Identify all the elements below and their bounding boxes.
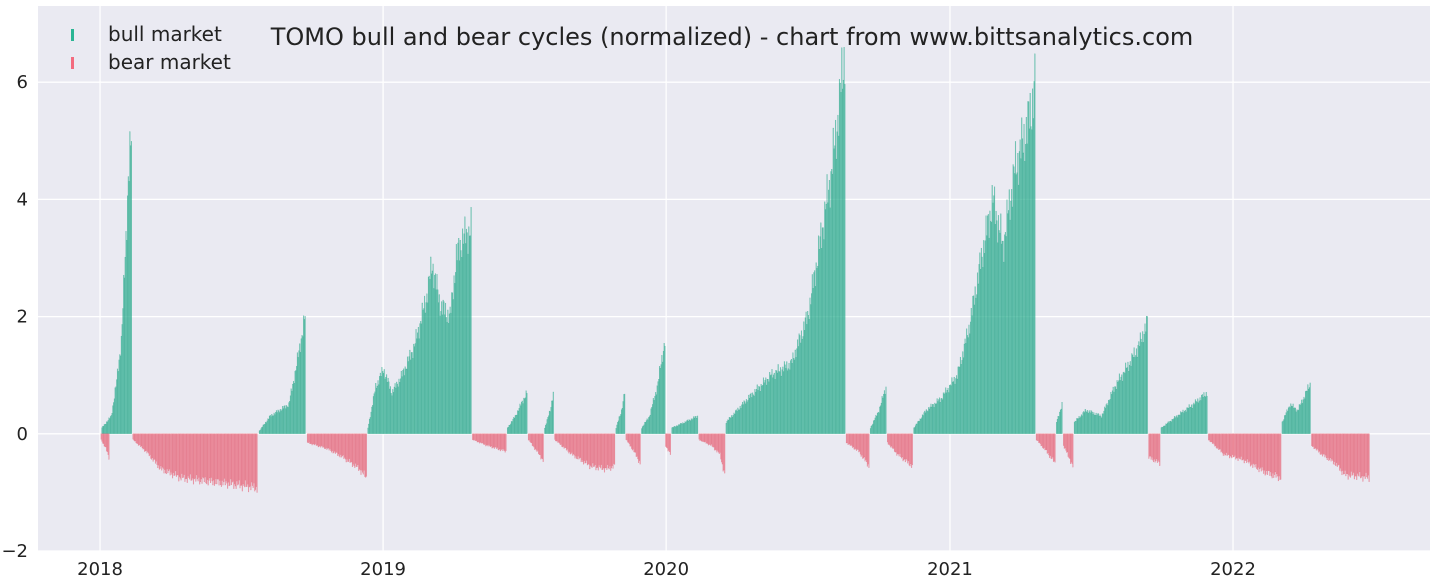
bear-bar — [1368, 433, 1370, 482]
y-tick-label: 0 — [17, 424, 28, 445]
x-tick-label: 2020 — [643, 559, 689, 580]
y-tick-label: −2 — [1, 541, 28, 562]
bear-bar — [256, 433, 258, 493]
bull-bar — [130, 141, 132, 434]
bear-bar — [1280, 433, 1282, 480]
bull-bar — [624, 393, 626, 434]
x-tick-label: 2019 — [360, 559, 406, 580]
axis-ticks: −2 0 2 4 6 2018 2019 2020 2021 2022 — [1, 72, 1255, 580]
bear-bar — [724, 433, 726, 474]
bull-bar — [664, 345, 666, 434]
bear-bar — [542, 433, 544, 462]
bull-bar — [697, 415, 699, 434]
y-tick-label: 2 — [17, 307, 28, 328]
legend-bear-marker — [71, 57, 74, 69]
bear-bar — [868, 433, 870, 468]
bear-bar — [1159, 433, 1161, 466]
bull-bar — [552, 391, 554, 434]
bear-bar — [108, 433, 110, 460]
y-tick-label: 4 — [17, 189, 28, 210]
bars-layer — [100, 47, 1370, 493]
bull-bar — [844, 84, 846, 434]
legend: bull market bear market — [71, 22, 231, 74]
plot-background — [38, 6, 1430, 551]
bear-bar — [911, 433, 913, 466]
bull-bar — [526, 393, 528, 434]
bull-bar — [1034, 53, 1036, 434]
y-tick-label: 6 — [17, 72, 28, 93]
bear-bar — [639, 433, 641, 465]
legend-bear-label: bear market — [108, 50, 231, 74]
bull-bar — [1061, 401, 1063, 434]
legend-bull-label: bull market — [108, 22, 222, 46]
chart-title: TOMO bull and bear cycles (normalized) -… — [270, 23, 1194, 51]
bull-bar — [304, 316, 306, 434]
bull-bar — [885, 386, 887, 434]
bull-bar — [1309, 382, 1311, 434]
bull-bar — [1206, 395, 1208, 434]
bear-bar — [669, 433, 671, 455]
bear-bar — [365, 433, 367, 477]
bear-bar — [505, 433, 507, 451]
bull-bar — [470, 207, 472, 434]
x-tick-label: 2018 — [77, 559, 123, 580]
x-tick-label: 2022 — [1210, 559, 1256, 580]
bull-bar — [1146, 316, 1148, 434]
bear-bar — [1072, 433, 1074, 468]
x-tick-label: 2021 — [927, 559, 973, 580]
bear-bar — [1054, 433, 1056, 463]
legend-bull-marker — [71, 29, 74, 41]
bear-bar — [614, 433, 616, 465]
